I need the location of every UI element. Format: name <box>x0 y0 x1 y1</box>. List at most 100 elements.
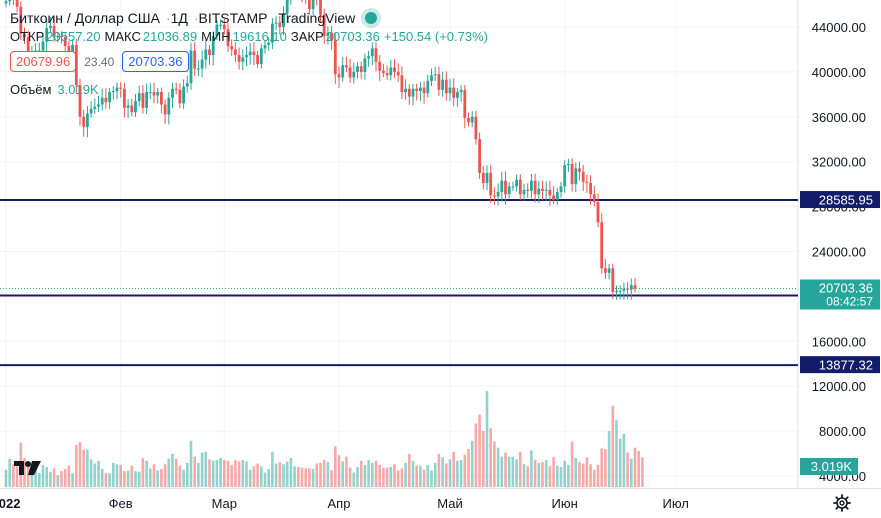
candle <box>326 32 330 36</box>
candle <box>274 22 278 24</box>
volume-bar <box>115 464 119 487</box>
volume-bar <box>559 466 563 487</box>
volume-bar <box>622 433 626 487</box>
volume-bar <box>548 466 552 487</box>
volume-bar <box>504 452 507 487</box>
candle <box>148 92 152 94</box>
volume-bar <box>618 438 622 487</box>
candle <box>230 46 234 50</box>
candle <box>629 285 633 290</box>
candle <box>396 71 400 76</box>
volume-bar <box>581 463 585 487</box>
candle <box>622 288 626 291</box>
candle <box>541 188 544 191</box>
volume-bar <box>71 473 74 487</box>
candle <box>130 105 134 113</box>
candle <box>93 106 97 109</box>
volume-bar <box>456 460 459 487</box>
volume-bar <box>537 462 541 487</box>
volume-bar <box>415 465 418 487</box>
candle <box>363 58 367 72</box>
candle <box>489 172 493 196</box>
volume-bar <box>86 449 89 487</box>
candle <box>63 37 67 47</box>
candle <box>563 165 567 187</box>
last-price-label: 20703.36 <box>819 281 873 296</box>
volume-bar <box>163 464 167 487</box>
price-tick-label: 32000.00 <box>812 155 866 170</box>
candle <box>426 80 430 94</box>
candle <box>200 59 204 69</box>
volume-bar <box>359 460 363 487</box>
volume-bar <box>322 460 326 487</box>
candle <box>530 180 533 191</box>
candle <box>330 32 333 41</box>
volume-bar <box>637 451 640 487</box>
sell-button[interactable]: 20679.96 <box>10 51 77 72</box>
volume-bar <box>526 466 529 487</box>
volume-bar <box>589 464 592 487</box>
volume-bar <box>493 441 496 487</box>
volume-bar <box>374 460 378 487</box>
volume-bar <box>60 471 63 487</box>
volume-bar <box>459 460 463 487</box>
volume-bar <box>245 461 248 487</box>
volume-bar <box>252 466 256 487</box>
buy-button[interactable]: 20703.36 <box>122 51 189 72</box>
candle <box>237 55 241 62</box>
volume-bar <box>263 472 267 487</box>
candle <box>533 180 537 195</box>
volume-bar <box>593 469 596 487</box>
volume-bar <box>544 460 548 487</box>
candle <box>211 35 215 56</box>
open-label: ОТКР <box>10 29 45 44</box>
candle <box>241 57 245 62</box>
volume-legend: Объём 3.019K <box>10 82 492 97</box>
candle <box>259 48 263 65</box>
volume-bar <box>234 460 237 487</box>
volume-bar <box>385 467 389 487</box>
low-label: МИН <box>201 29 231 44</box>
candle <box>337 74 341 78</box>
interval-label[interactable]: 1Д <box>170 10 188 26</box>
volume-bar <box>319 462 322 487</box>
symbol-title[interactable]: Биткоин / Доллар США <box>10 10 160 26</box>
candle <box>411 88 415 97</box>
volume-bar <box>97 460 100 487</box>
candle <box>23 33 26 38</box>
candle <box>430 75 433 81</box>
candle <box>618 290 622 292</box>
gear-icon[interactable] <box>833 494 851 512</box>
candle <box>522 189 526 195</box>
candle <box>271 23 274 43</box>
candle <box>496 192 500 197</box>
candle <box>585 181 589 184</box>
level-price-label: 28585.95 <box>819 193 873 208</box>
volume-bar <box>626 452 629 487</box>
volume-bar <box>570 441 574 487</box>
ohlc-values: ОТКР 20557.20 МАКС 21036.89 МИН 19616.10… <box>10 29 492 44</box>
candle <box>370 48 374 57</box>
candle <box>448 87 452 94</box>
volume-bar <box>304 468 307 487</box>
volume-bar <box>38 473 41 487</box>
volume-bar <box>596 464 600 487</box>
candle <box>611 268 615 292</box>
candle <box>108 92 111 103</box>
price-tick-label: 24000.00 <box>812 245 866 260</box>
volume-bar <box>126 470 130 487</box>
candle <box>208 49 211 56</box>
level-price-label-bg <box>800 191 880 209</box>
volume-bar <box>34 469 37 487</box>
volume-label: Объём <box>10 82 52 97</box>
candle <box>500 180 504 193</box>
volume-bar <box>134 471 137 487</box>
volume-bar <box>141 458 145 487</box>
candle <box>156 92 160 96</box>
candle <box>182 86 185 104</box>
tradingview-logo-icon[interactable] <box>14 459 42 479</box>
volume-axis-label-bg <box>800 458 858 475</box>
volume-bar <box>186 462 189 487</box>
volume-bar <box>530 450 533 487</box>
